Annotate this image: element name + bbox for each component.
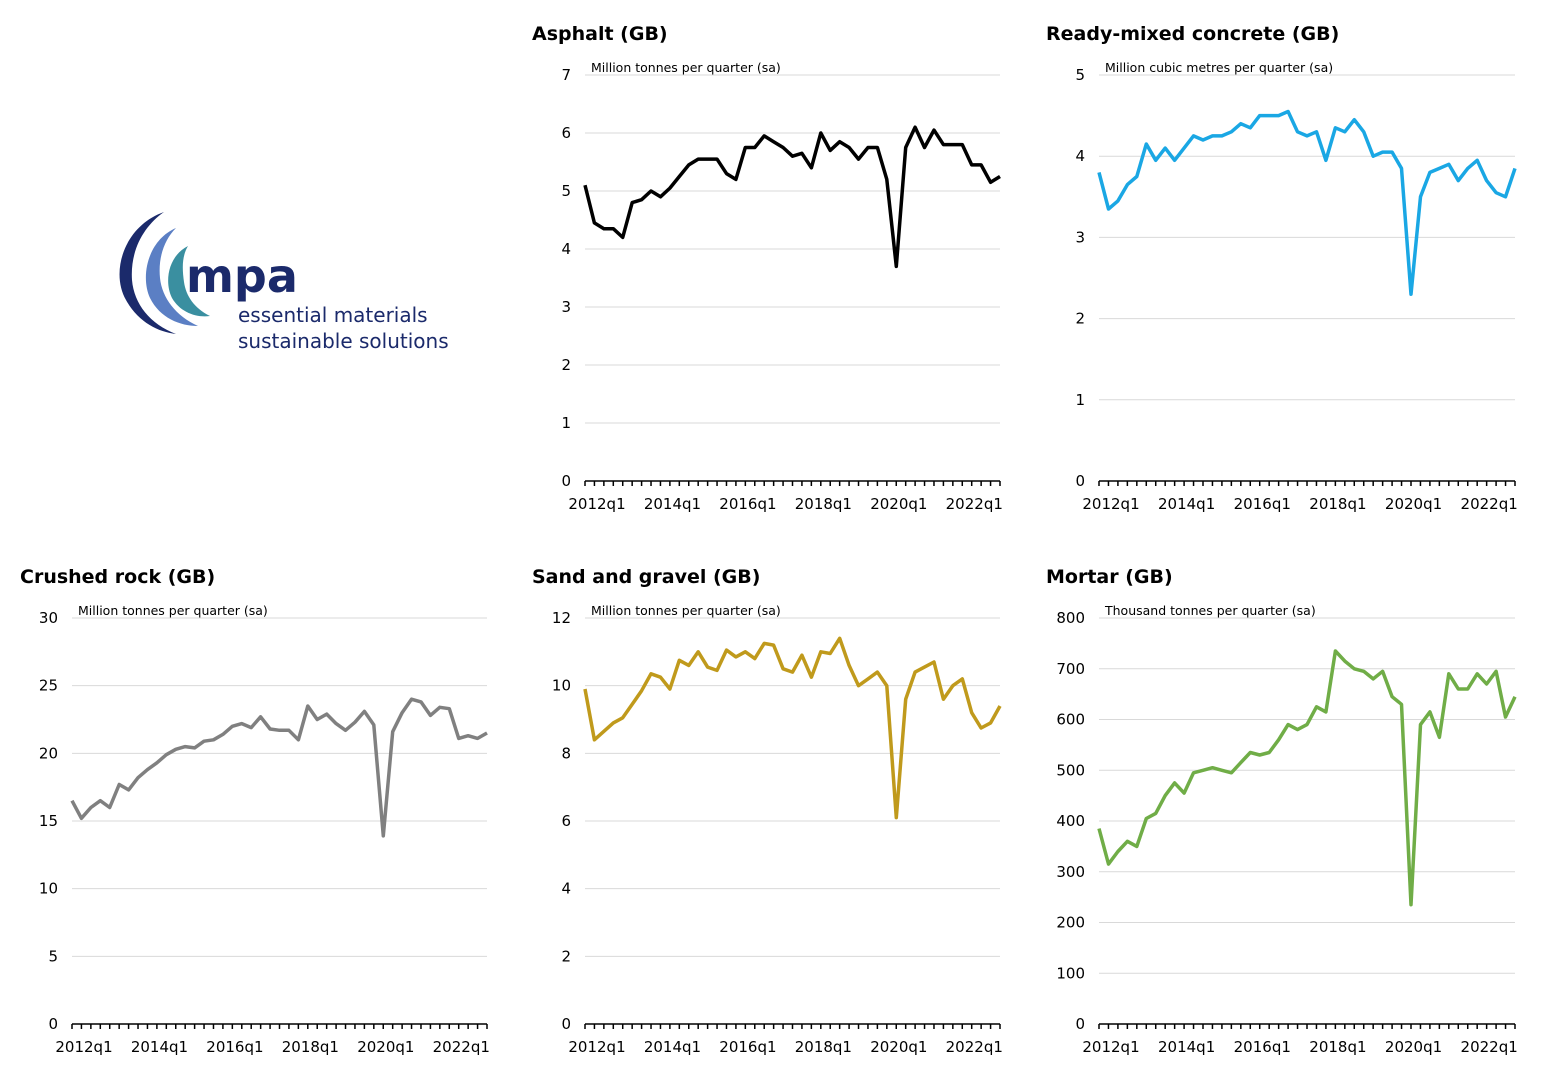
logo-tagline-2: sustainable solutions <box>238 329 449 353</box>
ready-mixed-concrete-x-tick-label: 2022q1 <box>1461 495 1518 513</box>
sand-and-gravel-x-tick-label: 2022q1 <box>946 1038 1003 1056</box>
mortar-x-tick-label: 2016q1 <box>1234 1038 1291 1056</box>
mortar-x-tick-label: 2012q1 <box>1082 1038 1139 1056</box>
mortar-y-tick-label: 600 <box>1056 711 1085 729</box>
sand-and-gravel-y-tick-label: 4 <box>561 880 571 898</box>
mortar-y-tick-label: 800 <box>1056 609 1085 627</box>
sand-and-gravel-y-tick-label: 2 <box>561 947 571 965</box>
mortar-title: Mortar (GB) <box>1046 566 1173 588</box>
ready-mixed-concrete-x-tick-label: 2016q1 <box>1234 495 1291 513</box>
crushed-rock-title: Crushed rock (GB) <box>20 566 215 588</box>
sand-and-gravel-x-tick-label: 2014q1 <box>644 1038 701 1056</box>
mpa-logo: mpa essential materials sustainable solu… <box>110 200 470 360</box>
ready-mixed-concrete-y-tick-label: 1 <box>1075 391 1085 409</box>
sand-and-gravel-y-tick-label: 0 <box>561 1015 571 1033</box>
mortar-y-tick-label: 700 <box>1056 660 1085 678</box>
asphalt-y-tick-label: 2 <box>561 356 571 374</box>
ready-mixed-concrete-series-line <box>1097 109 1517 296</box>
sand-and-gravel-x-tick-label: 2020q1 <box>870 1038 927 1056</box>
mortar-y-tick-label: 500 <box>1056 761 1085 779</box>
crushed-rock-x-tick-label: 2022q1 <box>433 1038 490 1056</box>
crushed-rock-y-tick-label: 5 <box>48 947 58 965</box>
asphalt-x-tick-label: 2022q1 <box>946 495 1003 513</box>
ready-mixed-concrete-y-tick-label: 3 <box>1075 228 1085 246</box>
ready-mixed-concrete-x-tick-label: 2014q1 <box>1158 495 1215 513</box>
sand-and-gravel-x-tick-label: 2018q1 <box>795 1038 852 1056</box>
asphalt-y-tick-label: 5 <box>561 182 571 200</box>
crushed-rock-x-tick-label: 2016q1 <box>206 1038 263 1056</box>
sand-and-gravel-x-tick-label: 2016q1 <box>719 1038 776 1056</box>
crushed-rock-x-tick-label: 2012q1 <box>55 1038 112 1056</box>
asphalt-title: Asphalt (GB) <box>532 23 668 45</box>
asphalt-series-line <box>583 125 1001 269</box>
ready-mixed-concrete-unit-label: Million cubic metres per quarter (sa) <box>1105 60 1333 75</box>
mortar-y-tick-label: 0 <box>1075 1015 1085 1033</box>
crushed-rock-y-tick-label: 30 <box>39 609 58 627</box>
ready-mixed-concrete-y-tick-label: 5 <box>1075 66 1085 84</box>
mortar-y-tick-label: 400 <box>1056 812 1085 830</box>
sand-and-gravel-title: Sand and gravel (GB) <box>532 566 760 588</box>
asphalt-y-tick-label: 3 <box>561 298 571 316</box>
mortar-x-tick-label: 2014q1 <box>1158 1038 1215 1056</box>
logo-tagline-1: essential materials <box>238 303 428 327</box>
sand-and-gravel-unit-label: Million tonnes per quarter (sa) <box>591 603 781 618</box>
ready-mixed-concrete-x-tick-label: 2020q1 <box>1385 495 1442 513</box>
mortar-unit-label: Thousand tonnes per quarter (sa) <box>1104 603 1316 618</box>
ready-mixed-concrete-title: Ready-mixed concrete (GB) <box>1046 23 1339 45</box>
crushed-rock-x-tick-label: 2020q1 <box>357 1038 414 1056</box>
mortar-y-tick-label: 300 <box>1056 863 1085 881</box>
asphalt-x-tick-label: 2014q1 <box>644 495 701 513</box>
logo-brand-text: mpa <box>186 249 298 303</box>
mortar-y-tick-label: 200 <box>1056 914 1085 932</box>
asphalt-y-tick-label: 4 <box>561 240 571 258</box>
crushed-rock-unit-label: Million tonnes per quarter (sa) <box>78 603 268 618</box>
crushed-rock-series-line <box>70 697 488 838</box>
ready-mixed-concrete-x-tick-label: 2018q1 <box>1309 495 1366 513</box>
mpa-logo-graphic: mpa essential materials sustainable solu… <box>119 212 449 353</box>
crushed-rock-y-tick-label: 25 <box>39 677 58 695</box>
sand-and-gravel-y-tick-label: 10 <box>552 677 571 695</box>
sand-and-gravel-y-tick-label: 8 <box>561 744 571 762</box>
asphalt-y-tick-label: 7 <box>561 66 571 84</box>
ready-mixed-concrete-y-tick-label: 0 <box>1075 472 1085 490</box>
asphalt-y-tick-label: 6 <box>561 124 571 142</box>
crushed-rock-y-tick-label: 15 <box>39 812 58 830</box>
crushed-rock-y-tick-label: 10 <box>39 880 58 898</box>
asphalt-y-tick-label: 0 <box>561 472 571 490</box>
ready-mixed-concrete-x-tick-label: 2012q1 <box>1082 495 1139 513</box>
crushed-rock-x-tick-label: 2014q1 <box>131 1038 188 1056</box>
asphalt-x-tick-label: 2020q1 <box>870 495 927 513</box>
asphalt-x-tick-label: 2012q1 <box>568 495 625 513</box>
crushed-rock-x-tick-label: 2018q1 <box>282 1038 339 1056</box>
mortar-x-tick-label: 2018q1 <box>1309 1038 1366 1056</box>
asphalt-x-tick-label: 2016q1 <box>719 495 776 513</box>
crushed-rock-y-tick-label: 0 <box>48 1015 58 1033</box>
sand-and-gravel-y-tick-label: 6 <box>561 812 571 830</box>
asphalt-y-tick-label: 1 <box>561 414 571 432</box>
ready-mixed-concrete-y-tick-label: 2 <box>1075 310 1085 328</box>
sand-and-gravel-series-line <box>583 636 1002 820</box>
mortar-y-tick-label: 100 <box>1056 964 1085 982</box>
mortar-series-line <box>1097 649 1517 907</box>
sand-and-gravel-x-tick-label: 2012q1 <box>568 1038 625 1056</box>
mortar-x-tick-label: 2022q1 <box>1461 1038 1518 1056</box>
ready-mixed-concrete-y-tick-label: 4 <box>1075 147 1085 165</box>
mortar-x-tick-label: 2020q1 <box>1385 1038 1442 1056</box>
asphalt-x-tick-label: 2018q1 <box>795 495 852 513</box>
crushed-rock-y-tick-label: 20 <box>39 744 58 762</box>
asphalt-unit-label: Million tonnes per quarter (sa) <box>591 60 781 75</box>
sand-and-gravel-y-tick-label: 12 <box>552 609 571 627</box>
